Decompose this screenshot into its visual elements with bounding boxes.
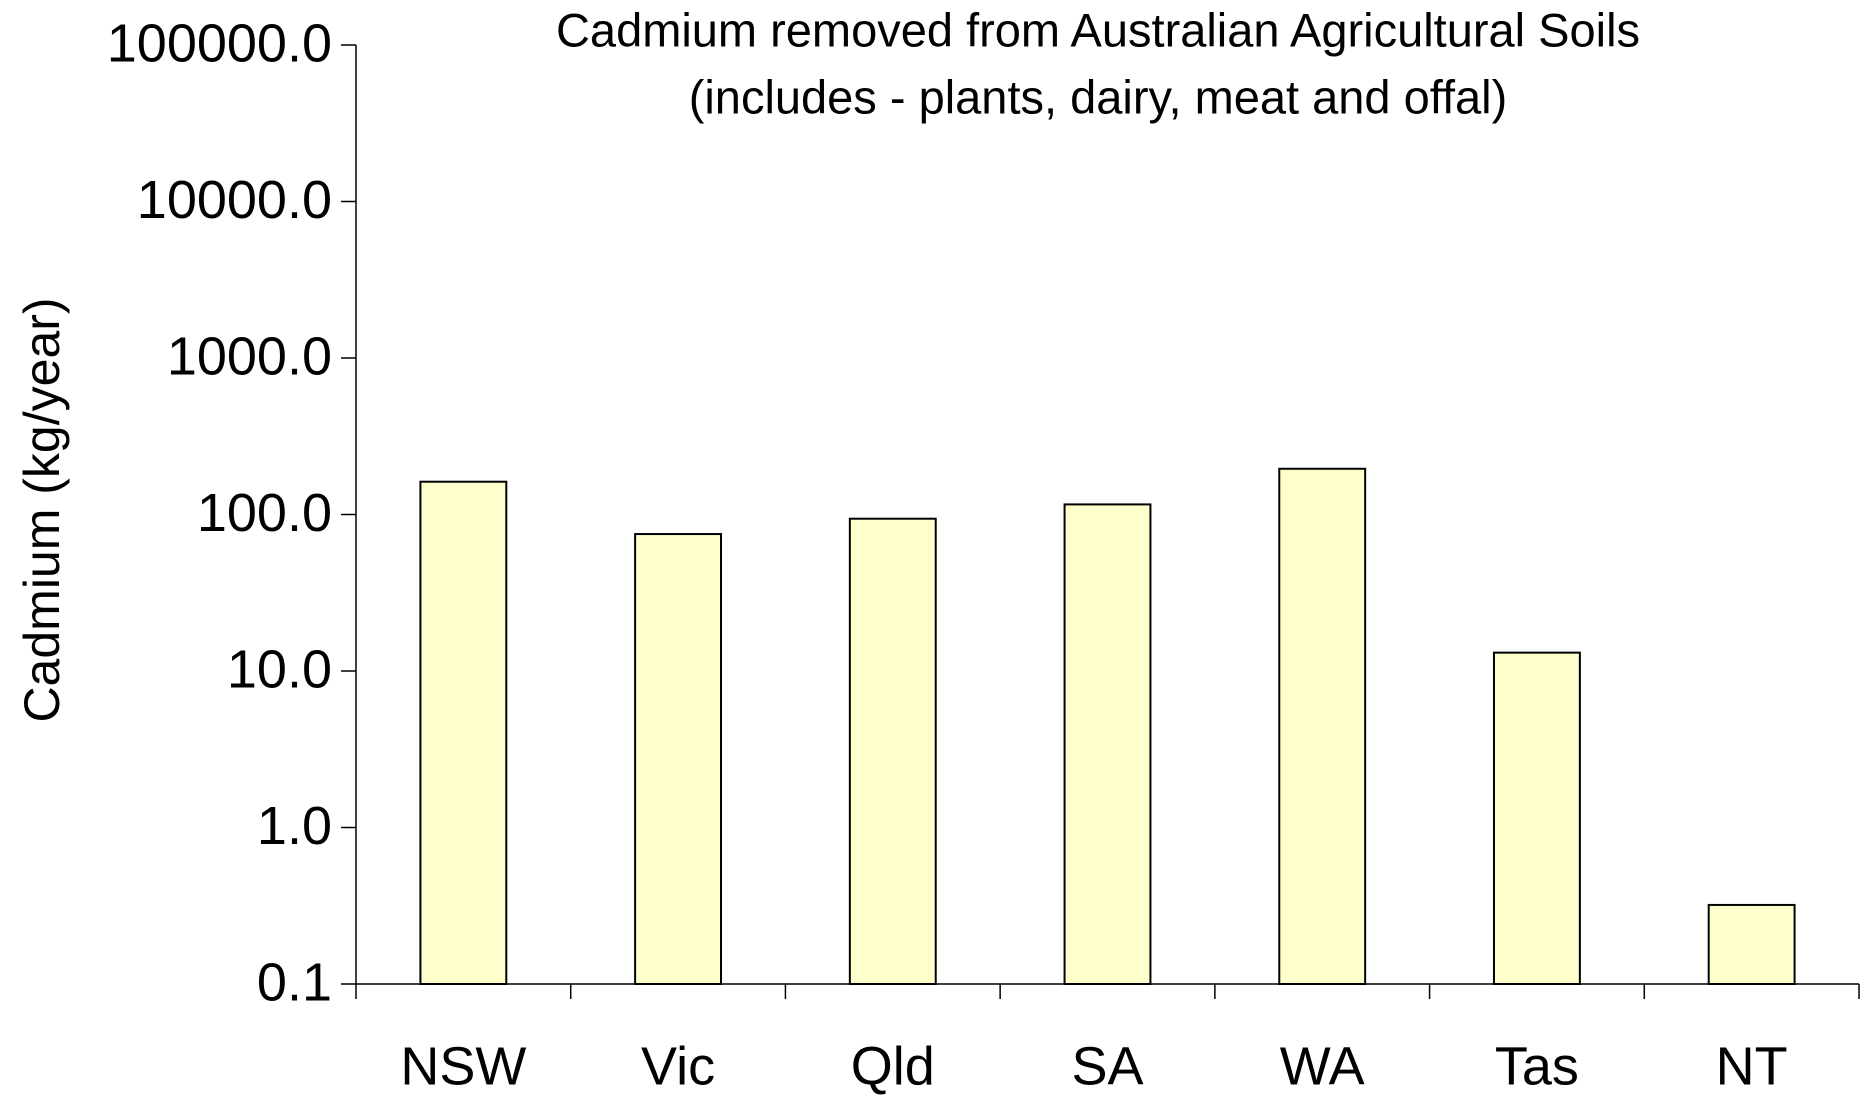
y-tick-label: 10.0 [227, 639, 332, 699]
x-tick-label: NSW [400, 1036, 526, 1095]
bar [634, 533, 723, 985]
bar [419, 480, 508, 985]
bar [1707, 903, 1796, 985]
x-tick-label: NT [1716, 1036, 1788, 1095]
bar [1063, 503, 1152, 985]
x-tick-label: WA [1280, 1036, 1365, 1095]
y-tick-label: 100000.0 [107, 13, 332, 73]
y-tick-label: 0.1 [257, 952, 332, 1012]
y-tick-label: 10000.0 [137, 170, 332, 230]
y-tick-label: 100.0 [197, 483, 332, 543]
bar [1278, 467, 1367, 986]
x-tick-label: Vic [641, 1036, 715, 1095]
x-tick-label: Tas [1495, 1036, 1579, 1095]
y-tick-label: 1000.0 [167, 326, 332, 386]
bar [1492, 651, 1581, 985]
chart-title: Cadmium removed from Australian Agricult… [556, 3, 1640, 56]
y-axis-label: Cadmium (kg/year) [14, 297, 70, 722]
y-tick-label: 1.0 [257, 796, 332, 856]
bar [848, 517, 937, 985]
x-tick-label: Qld [851, 1036, 935, 1095]
x-tick-label: SA [1071, 1036, 1143, 1095]
chart-subtitle: (includes - plants, dairy, meat and offa… [689, 70, 1508, 123]
